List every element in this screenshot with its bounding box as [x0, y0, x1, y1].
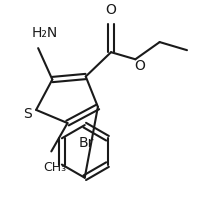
Text: S: S [23, 107, 31, 121]
Text: H₂N: H₂N [32, 26, 58, 40]
Text: CH₃: CH₃ [43, 161, 66, 174]
Text: O: O [134, 59, 145, 73]
Text: Br: Br [79, 136, 94, 150]
Text: O: O [106, 3, 116, 17]
